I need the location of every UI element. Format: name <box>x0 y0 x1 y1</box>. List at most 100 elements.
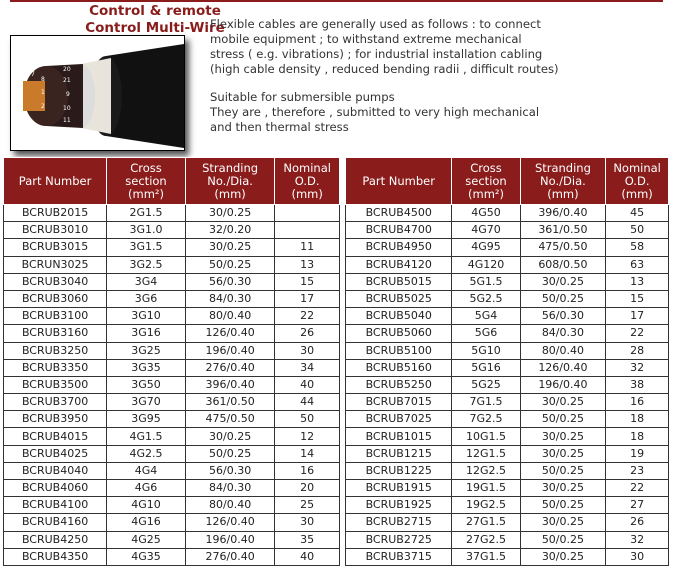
table-row: BCRUB4250 4G25 196/0.40 35 <box>2 530 340 549</box>
table-row: BCRUB4100 4G10 80/0.40 25 <box>2 496 340 515</box>
table-row: BCRUB4500 4G50 396/0.40 45 <box>344 203 669 223</box>
header-line: (mm²) <box>468 186 505 201</box>
header-line: Stranding <box>202 160 259 175</box>
cell-nominal-od: 30 <box>274 513 340 532</box>
description-para-2: Suitable for submersible pumps They are … <box>210 90 670 135</box>
cell-nominal-od: 45 <box>605 203 669 223</box>
table-row: BCRUB3015 3G1.5 30/0.25 11 <box>2 238 340 257</box>
svg-text:21: 21 <box>63 77 71 84</box>
cell-cross-section: 3G70 <box>106 393 186 412</box>
cell-stranding: 475/0.50 <box>519 238 607 257</box>
cell-stranding: 30/0.25 <box>184 427 276 446</box>
cell-nominal-od: 22 <box>274 307 340 326</box>
cell-cross-section: 4G70 <box>451 221 521 240</box>
cell-part-number: BCRUB1925 <box>344 496 453 515</box>
header-cross-section: Cross section (mm²) <box>106 157 186 205</box>
cell-stranding: 30/0.25 <box>519 547 607 566</box>
svg-text:7: 7 <box>31 71 35 78</box>
cell-cross-section: 4G120 <box>451 255 521 274</box>
cell-cross-section: 3G16 <box>106 324 186 343</box>
table-row: BCRUB4160 4G16 126/0.40 30 <box>2 513 340 532</box>
cell-stranding: 32/0.20 <box>184 221 276 240</box>
cell-cross-section: 4G2.5 <box>106 444 186 463</box>
cell-cross-section: 4G16 <box>106 513 186 532</box>
cell-part-number: BCRUB7025 <box>344 410 453 429</box>
header-stranding: Stranding No./Dia. (mm) <box>519 157 607 205</box>
cell-stranding: 126/0.40 <box>184 324 276 343</box>
table-row: BCRUB5250 5G25 196/0.40 38 <box>344 375 669 395</box>
cell-nominal-od: 22 <box>605 324 669 343</box>
cell-nominal-od: 50 <box>605 221 669 240</box>
cell-nominal-od: 38 <box>605 375 669 395</box>
cell-stranding: 30/0.25 <box>184 203 276 223</box>
table-row: BCRUB3950 3G95 475/0.50 50 <box>2 410 340 429</box>
header-line: (mm) <box>214 186 246 201</box>
table-row: BCRUB4040 4G4 56/0.30 16 <box>2 461 340 481</box>
cell-part-number: BCRUB3160 <box>2 324 108 343</box>
cell-cross-section: 5G2.5 <box>451 289 521 309</box>
cell-stranding: 84/0.30 <box>519 324 607 343</box>
cable-photo: 7 8 1 2 20 21 9 10 11 <box>10 35 185 151</box>
cell-cross-section: 4G95 <box>451 238 521 257</box>
cell-cross-section: 3G1.5 <box>106 238 186 257</box>
cell-stranding: 196/0.40 <box>519 375 607 395</box>
header-line: No./Dia. <box>207 173 253 188</box>
cell-nominal-od: 17 <box>274 289 340 309</box>
cell-part-number: BCRUB7015 <box>344 393 453 412</box>
cell-cross-section: 12G2.5 <box>451 461 521 481</box>
cell-nominal-od: 17 <box>605 307 669 326</box>
header-part-number: Part Number <box>344 157 453 205</box>
cell-cross-section: 3G4 <box>106 272 186 291</box>
cell-nominal-od: 23 <box>605 461 669 481</box>
cell-cross-section: 3G95 <box>106 410 186 429</box>
table-row: BCRUB7025 7G2.5 50/0.25 18 <box>344 410 669 429</box>
cell-cross-section: 3G50 <box>106 375 186 395</box>
table-row: BCRUB5025 5G2.5 50/0.25 15 <box>344 289 669 309</box>
cell-stranding: 50/0.25 <box>519 461 607 481</box>
cell-cross-section: 5G4 <box>451 307 521 326</box>
cell-nominal-od: 44 <box>274 393 340 412</box>
cell-stranding: 50/0.25 <box>519 410 607 429</box>
cell-part-number: BCRUB5250 <box>344 375 453 395</box>
cell-part-number: BCRUB4060 <box>2 478 108 498</box>
cell-cross-section: 7G2.5 <box>451 410 521 429</box>
cell-part-number: BCRUB4015 <box>2 427 108 446</box>
svg-text:8: 8 <box>41 76 45 83</box>
header-line: (mm) <box>621 186 653 201</box>
cell-nominal-od: 15 <box>274 272 340 291</box>
table-row: BCRUB4025 4G2.5 50/0.25 14 <box>2 444 340 463</box>
cell-nominal-od: 14 <box>274 444 340 463</box>
cell-stranding: 361/0.50 <box>519 221 607 240</box>
cell-stranding: 196/0.40 <box>184 530 276 549</box>
cell-part-number: BCRUB2725 <box>344 530 453 549</box>
cell-part-number: BCRUB4120 <box>344 255 453 274</box>
cell-cross-section: 3G6 <box>106 289 186 309</box>
cell-cross-section: 5G25 <box>451 375 521 395</box>
cell-nominal-od: 50 <box>274 410 340 429</box>
cell-cross-section: 4G10 <box>106 496 186 515</box>
cell-nominal-od: 15 <box>605 289 669 309</box>
table-row: BCRUB5100 5G10 80/0.40 28 <box>344 341 669 360</box>
table-row: BCRUB3160 3G16 126/0.40 26 <box>2 324 340 343</box>
cell-part-number: BCRUB4100 <box>2 496 108 515</box>
cell-stranding: 50/0.25 <box>184 444 276 463</box>
cell-part-number: BCRUB4950 <box>344 238 453 257</box>
cell-cross-section: 4G25 <box>106 530 186 549</box>
table-row: BCRUB7015 7G1.5 30/0.25 16 <box>344 393 669 412</box>
cell-nominal-od: 27 <box>605 496 669 515</box>
header-line: Cross <box>130 160 162 175</box>
table-row: BCRUB1015 10G1.5 30/0.25 18 <box>344 427 669 446</box>
table-row: BCRUB4950 4G95 475/0.50 58 <box>344 238 669 257</box>
header-row: Part Number Cross section (mm²) Stranding No.… <box>344 157 669 205</box>
svg-text:9: 9 <box>66 91 70 98</box>
cell-nominal-od: 11 <box>274 238 340 257</box>
cell-cross-section: 5G16 <box>451 358 521 377</box>
cell-part-number: BCRUN3025 <box>2 255 108 274</box>
cell-part-number: BCRUB3010 <box>2 221 108 240</box>
cell-part-number: BCRUB3015 <box>2 238 108 257</box>
description: Flexible cables are generally used as fo… <box>210 17 670 148</box>
cell-nominal-od: 35 <box>274 530 340 549</box>
cell-part-number: BCRUB1015 <box>344 427 453 446</box>
cell-part-number: BCRUB4040 <box>2 461 108 481</box>
cell-cross-section: 10G1.5 <box>451 427 521 446</box>
